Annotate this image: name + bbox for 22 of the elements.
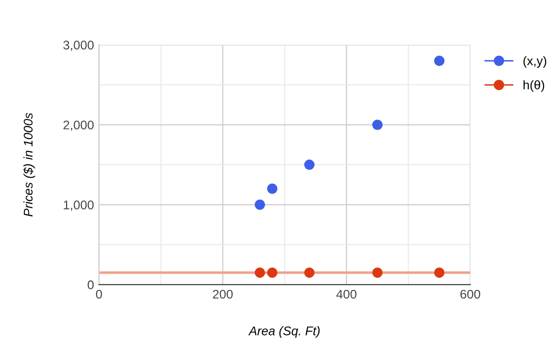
legend-label: h(θ) — [524, 80, 544, 92]
point — [304, 267, 315, 278]
y-tick-label: 1,000 — [64, 200, 94, 211]
y-tick-label: 0 — [88, 280, 94, 290]
y-tick-label: 3,000 — [63, 40, 94, 51]
point — [372, 267, 383, 278]
point — [304, 160, 315, 170]
x-tick-label: 600 — [460, 290, 480, 299]
point — [267, 267, 278, 278]
point — [254, 200, 266, 210]
y-axis-title: Prices ($) in 1000s — [23, 112, 36, 216]
x-tick-label: 0 — [96, 290, 102, 299]
point — [254, 267, 266, 278]
y-tick-label: 2,000 — [63, 120, 94, 131]
point — [434, 267, 445, 278]
point — [267, 184, 278, 194]
point — [434, 56, 445, 66]
x-tick-label: 200 — [212, 290, 233, 299]
x-tick-label: 400 — [336, 290, 356, 299]
point — [372, 120, 383, 130]
x-axis-title: Area (Sq. Ft) — [248, 326, 320, 338]
legend-label: (x,y) — [523, 56, 546, 68]
